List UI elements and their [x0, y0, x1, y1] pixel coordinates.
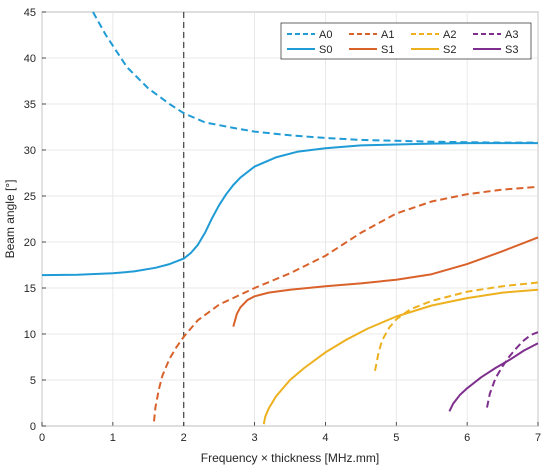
x-tick-labels: 0 1 2 3 4 5 6 7	[39, 432, 541, 444]
x-tick-label: 2	[181, 432, 187, 444]
series-line-a2	[374, 281, 539, 371]
y-tick-labels: 0 5 10 15 20 25 30 35 40 45	[24, 7, 36, 433]
x-tick-label: 5	[393, 432, 399, 444]
x-tick-label: 0	[39, 432, 45, 444]
x-axis-label: Frequency × thickness [MHz.mm]	[201, 451, 379, 465]
legend: A0 A1 A2 A3 S0 S1 S2 S3	[280, 22, 532, 60]
series-lines	[41, 11, 539, 425]
series-line-a1	[153, 185, 539, 422]
x-tick-label: 7	[535, 432, 541, 444]
legend-label-s2: S2	[443, 44, 456, 56]
legend-label-a0: A0	[319, 29, 332, 41]
plot-area	[41, 11, 539, 427]
legend-label-a3: A3	[505, 29, 518, 41]
x-tick-label: 6	[464, 432, 470, 444]
series-line-s1	[232, 236, 539, 327]
legend-label-a1: A1	[381, 29, 394, 41]
y-tick-label: 20	[24, 237, 36, 249]
legend-label-s3: S3	[505, 44, 518, 56]
x-tick-label: 3	[252, 432, 258, 444]
series-line-s2	[262, 288, 539, 425]
y-tick-label: 35	[24, 99, 36, 111]
x-tick-label: 4	[322, 432, 328, 444]
series-line-s3	[448, 342, 539, 412]
y-tick-label: 45	[24, 7, 36, 19]
legend-label-s1: S1	[381, 44, 394, 56]
y-tick-label: 0	[30, 421, 36, 433]
y-tick-label: 40	[24, 53, 36, 65]
y-tick-label: 5	[30, 375, 36, 387]
legend-label-s0: S0	[319, 44, 332, 56]
y-tick-label: 10	[24, 329, 36, 341]
y-tick-label: 25	[24, 191, 36, 203]
y-axis-label: Beam angle [°]	[3, 180, 17, 259]
series-line-s0	[41, 142, 538, 277]
x-tick-label: 1	[110, 432, 116, 444]
series-line-a0	[92, 11, 538, 144]
legend-label-a2: A2	[443, 29, 456, 41]
y-tick-label: 30	[24, 145, 36, 157]
legend-box	[280, 22, 532, 60]
y-tick-label: 15	[24, 283, 36, 295]
series-line-a3	[486, 331, 539, 408]
gridlines	[41, 11, 539, 427]
